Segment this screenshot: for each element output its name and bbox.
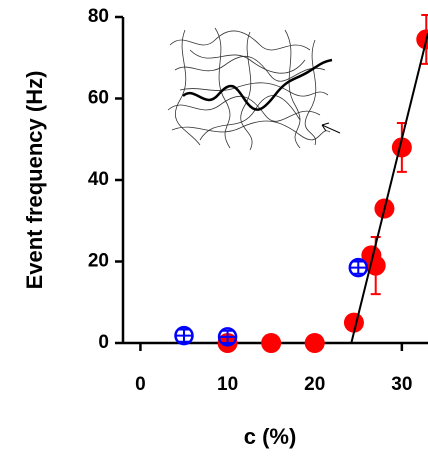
data-point bbox=[348, 257, 369, 278]
data-point bbox=[174, 325, 194, 346]
x-tick-label: 0 bbox=[135, 374, 146, 395]
x-tick-label: 30 bbox=[391, 374, 412, 395]
y-tick-label: 0 bbox=[98, 332, 109, 353]
error-bar bbox=[176, 328, 192, 343]
data-point bbox=[261, 333, 282, 353]
error-bar bbox=[350, 260, 367, 275]
polymer-network-inset bbox=[167, 27, 341, 151]
data-point bbox=[343, 312, 364, 333]
y-axis-label: Event frequency (Hz) bbox=[22, 71, 47, 290]
error-bar bbox=[219, 329, 236, 344]
x-tick-label: 10 bbox=[217, 374, 238, 395]
data-point bbox=[304, 333, 325, 353]
y-tick-label: 40 bbox=[88, 169, 109, 190]
y-tick-label: 80 bbox=[88, 6, 109, 27]
x-axis-label: c (%) bbox=[244, 424, 297, 449]
fit-line bbox=[350, 33, 428, 344]
x-tick-label: 20 bbox=[304, 374, 325, 395]
y-tick-label: 60 bbox=[88, 88, 109, 109]
y-tick-label: 20 bbox=[88, 251, 109, 272]
data-point bbox=[217, 327, 238, 347]
